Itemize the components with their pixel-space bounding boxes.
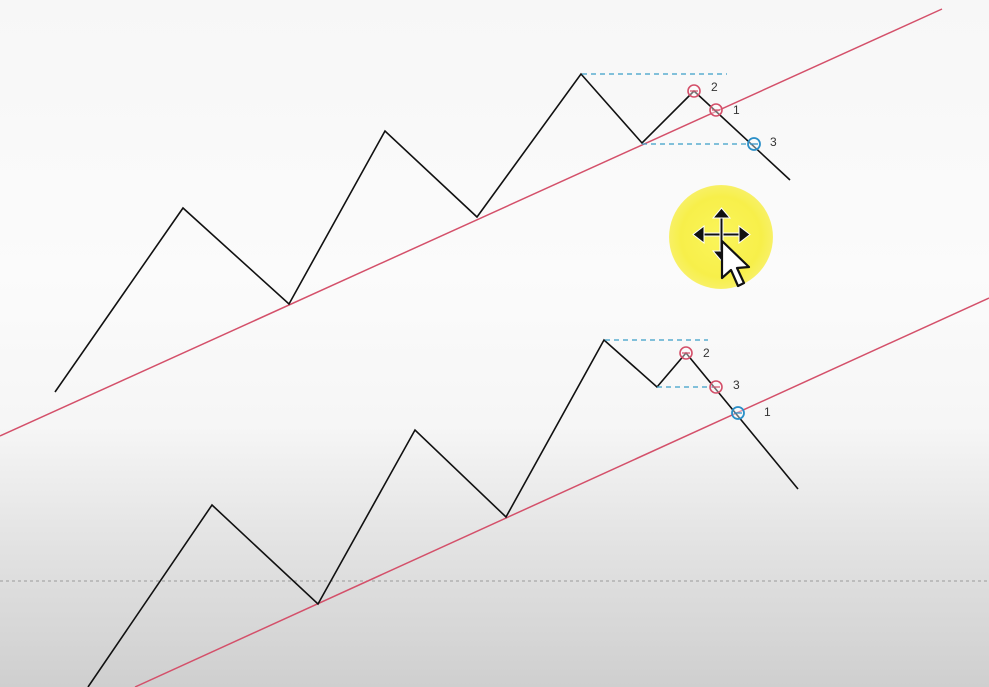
top-trendline <box>0 8 943 437</box>
top-marker-2-label: 2 <box>711 80 718 94</box>
cursor-highlight <box>669 185 773 289</box>
top-price-path <box>54 72 791 393</box>
bottom-marker-2-label: 2 <box>703 346 710 360</box>
bottom-marker-3-label: 3 <box>733 378 740 392</box>
bottom-marker-3: 3 <box>709 378 740 394</box>
bottom-marker-1-label: 1 <box>764 405 771 419</box>
top-marker-3-label: 3 <box>770 135 777 149</box>
top-marker-1-label: 1 <box>733 103 740 117</box>
top-marker-2: 2 <box>687 80 718 98</box>
top-marker-1: 1 <box>709 103 740 117</box>
top-marker-3: 3 <box>747 135 777 151</box>
bottom-marker-1: 1 <box>731 405 771 420</box>
arrow-pointer-icon <box>720 239 751 288</box>
bottom-price-path <box>87 338 799 687</box>
bottom-marker-2: 2 <box>679 346 710 360</box>
bottom-trendline <box>134 297 989 687</box>
